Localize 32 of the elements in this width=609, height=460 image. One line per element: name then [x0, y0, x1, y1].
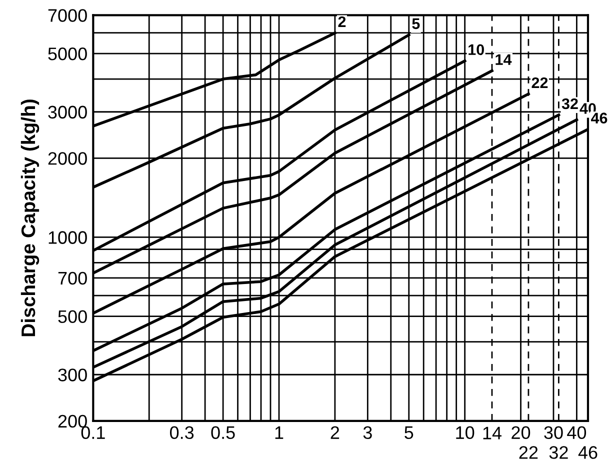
x-tick-label: 40 [567, 426, 586, 440]
x-tick-label: 0.3 [170, 426, 194, 440]
series-label: 14 [496, 54, 512, 65]
y-tick-label: 3000 [48, 106, 87, 119]
x-tick-label: 10 [456, 426, 474, 440]
x-tick-label: 1 [275, 426, 284, 439]
x-tick-label: 0.1 [81, 426, 105, 440]
y-tick-label: 5000 [48, 48, 87, 60]
y-tick-label: 500 [58, 310, 87, 324]
series-label: 46 [591, 112, 608, 124]
y-tick-label: 300 [58, 368, 87, 382]
series-label: 2 [338, 16, 346, 28]
x-tick-label: 30 [544, 426, 563, 440]
y-tick-label: 700 [58, 272, 87, 285]
x-tick-label: 3 [363, 426, 372, 440]
y-tick-label: 2000 [48, 152, 87, 165]
y-tick-label: 7000 [48, 9, 87, 22]
series-label: 10 [468, 44, 484, 56]
y-tick-label: 1000 [48, 231, 87, 244]
x-tick-label: 20 [512, 426, 530, 440]
y-axis-title: Discharge Capacity (kg/h) [20, 100, 40, 336]
ref-line-label: 14 [483, 426, 502, 440]
series-label: 22 [532, 77, 548, 88]
series-label: 5 [412, 18, 420, 30]
x-tick-label: 0.5 [211, 426, 235, 440]
x-tick-label: 5 [404, 426, 414, 440]
ref-line-label: 46 [578, 446, 598, 459]
ref-line-label: 22 [519, 446, 538, 459]
series-label: 32 [562, 98, 578, 110]
x-tick-label: 2 [330, 426, 340, 439]
y-tick-label: 200 [58, 414, 87, 428]
ref-line-label: 32 [549, 446, 568, 459]
